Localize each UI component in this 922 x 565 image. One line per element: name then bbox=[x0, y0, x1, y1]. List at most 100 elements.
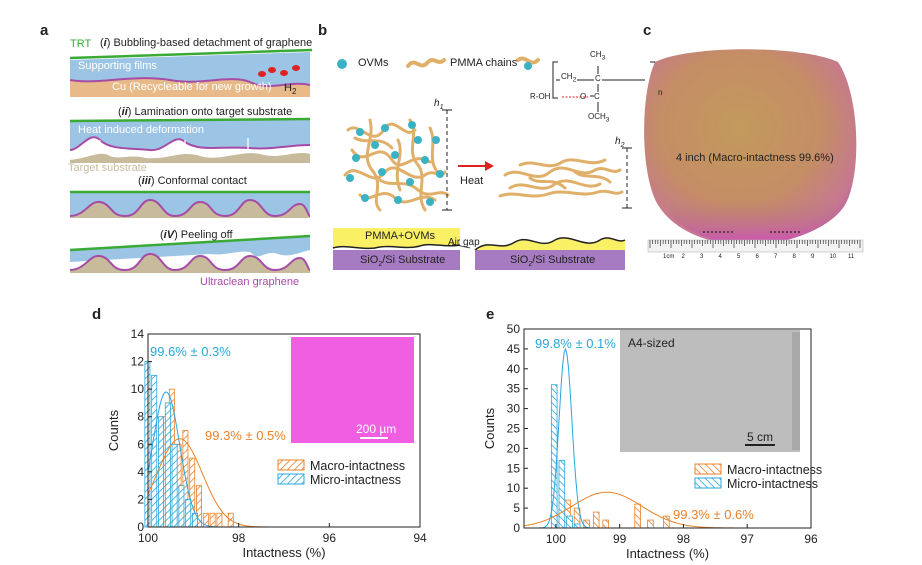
ruler-label: 7 bbox=[774, 254, 778, 260]
bar-macro bbox=[647, 519, 654, 529]
y-tick-label: 2 bbox=[137, 492, 144, 506]
ruler-label: 8 bbox=[792, 254, 796, 260]
legend-swatch-macro bbox=[277, 459, 305, 471]
cu-label: Cu (Recycleable for new growth) bbox=[112, 81, 272, 93]
x-tick-label: 100 bbox=[546, 532, 566, 546]
macro-annotation: 99.3% ± 0.5% bbox=[205, 428, 286, 443]
y-tick-label: 0 bbox=[137, 520, 144, 534]
macro-annotation: 99.3% ± 0.6% bbox=[673, 507, 754, 522]
y-axis-label: Counts bbox=[106, 409, 121, 451]
wafer-graphic bbox=[644, 49, 857, 245]
pmma-chains-legend-label: PMMA chains bbox=[450, 57, 518, 69]
bar-micro bbox=[558, 459, 566, 529]
ruler-label: 10 bbox=[829, 254, 837, 260]
ruler-label: 6 bbox=[755, 254, 759, 260]
legend-swatch-micro bbox=[277, 473, 305, 485]
step2-diagram bbox=[69, 117, 311, 163]
bar-macro bbox=[634, 503, 641, 529]
h1-label: h1 bbox=[434, 98, 444, 111]
chart-e-inset-image bbox=[620, 330, 800, 452]
y-tick-label: 15 bbox=[507, 461, 521, 475]
y-tick-label: 0 bbox=[513, 521, 520, 535]
chart-d-scale-bar bbox=[360, 437, 388, 439]
step3-diagram bbox=[69, 190, 311, 218]
y-tick-label: 40 bbox=[507, 362, 521, 376]
chem-c2: C bbox=[594, 92, 600, 101]
panel-e-label: e bbox=[486, 306, 495, 323]
trt-label: TRT bbox=[70, 38, 92, 50]
wafer-label: 4 inch (Macro-intactness 99.6%) bbox=[676, 152, 834, 164]
ruler-label: 3 bbox=[700, 254, 704, 260]
x-tick-label: 99 bbox=[613, 532, 627, 546]
chart-e-inset-edge bbox=[792, 332, 800, 450]
chart-d-inset-scale: 200 µm bbox=[356, 422, 397, 436]
x-axis-label: Intactness (%) bbox=[626, 546, 709, 561]
legend-swatch-micro bbox=[694, 477, 722, 489]
x-axis-label: Intactness (%) bbox=[242, 545, 325, 560]
panel-d-label: d bbox=[92, 306, 102, 323]
substrate-left-label: SiO2/Si Substrate bbox=[360, 254, 446, 269]
y-axis-label: Counts bbox=[482, 407, 497, 449]
step1-title: (i) Bubbling-based detachment of graphen… bbox=[100, 37, 313, 49]
x-tick-label: 97 bbox=[741, 532, 755, 546]
supporting-films-label: Supporting films bbox=[78, 60, 157, 72]
legend-label-micro: Micro-intactness bbox=[727, 477, 818, 491]
y-tick-label: 35 bbox=[507, 382, 521, 396]
x-tick-label: 96 bbox=[804, 532, 818, 546]
chem-n: n bbox=[658, 88, 663, 97]
step1-diagram bbox=[69, 48, 313, 97]
panel-b-graphics bbox=[332, 56, 656, 270]
step4-title: (iV) Peeling off bbox=[160, 229, 233, 241]
y-tick-label: 20 bbox=[507, 441, 521, 455]
legend-label-micro: Micro-intactness bbox=[310, 473, 401, 487]
step2-title: (ii) Lamination onto target substrate bbox=[118, 106, 293, 118]
h2-height-label: h2 bbox=[615, 136, 625, 149]
panel-b-label: b bbox=[318, 22, 328, 39]
legend-label-macro: Macro-intactness bbox=[727, 463, 822, 477]
y-tick-label: 14 bbox=[131, 327, 145, 341]
y-tick-label: 30 bbox=[507, 402, 521, 416]
step4-diagram bbox=[69, 234, 311, 273]
ruler-label: 11 bbox=[848, 254, 855, 260]
legend-label-macro: Macro-intactness bbox=[310, 459, 405, 473]
ruler-label: 9 bbox=[811, 254, 815, 260]
chem-c1: C bbox=[594, 74, 602, 83]
panel-a-label: a bbox=[40, 22, 49, 39]
bar-macro bbox=[663, 515, 670, 529]
air-gap-label: Air gap bbox=[448, 237, 480, 248]
y-tick-label: 8 bbox=[137, 410, 144, 424]
target-substrate-label: Target substrate bbox=[68, 162, 147, 174]
y-tick-label: 5 bbox=[513, 501, 520, 515]
y-tick-label: 4 bbox=[137, 465, 144, 479]
chem-ch2: CH2 bbox=[560, 72, 578, 84]
pmma-ovms-label: PMMA+OVMs bbox=[365, 230, 435, 242]
chart-e-inset-title: A4-sized bbox=[628, 336, 675, 350]
y-tick-label: 10 bbox=[131, 382, 145, 396]
substrate-right-label: SiO2/Si Substrate bbox=[510, 254, 596, 269]
heat-deformation-label: Heat induced deformation bbox=[78, 124, 204, 136]
ruler-label: 4 bbox=[718, 254, 722, 260]
x-tick-label: 100 bbox=[138, 531, 158, 545]
ruler-graphic bbox=[647, 239, 864, 253]
chem-roh: R-OH bbox=[530, 92, 551, 101]
x-tick-label: 98 bbox=[232, 531, 246, 545]
y-tick-label: 12 bbox=[131, 355, 145, 369]
bar-micro bbox=[566, 515, 573, 529]
bar-macro bbox=[602, 519, 610, 529]
micro-annotation: 99.6% ± 0.3% bbox=[150, 344, 231, 359]
chart-e-inset-scale: 5 cm bbox=[747, 430, 774, 444]
h2-label: H2 bbox=[284, 82, 297, 97]
ultraclean-graphene-label: Ultraclean graphene bbox=[200, 276, 300, 288]
chem-ch3-top: CH3 bbox=[590, 50, 606, 62]
bar-micro bbox=[573, 523, 581, 529]
step3-title: (iii) Conformal contact bbox=[138, 175, 247, 187]
ruler-label: 5 bbox=[737, 254, 741, 260]
y-tick-label: 50 bbox=[507, 322, 521, 336]
bar-macro bbox=[592, 511, 600, 529]
heat-label: Heat bbox=[460, 175, 484, 187]
y-tick-label: 25 bbox=[507, 422, 521, 436]
x-tick-label: 96 bbox=[323, 531, 337, 545]
chem-och3: OCH3 bbox=[588, 112, 610, 124]
